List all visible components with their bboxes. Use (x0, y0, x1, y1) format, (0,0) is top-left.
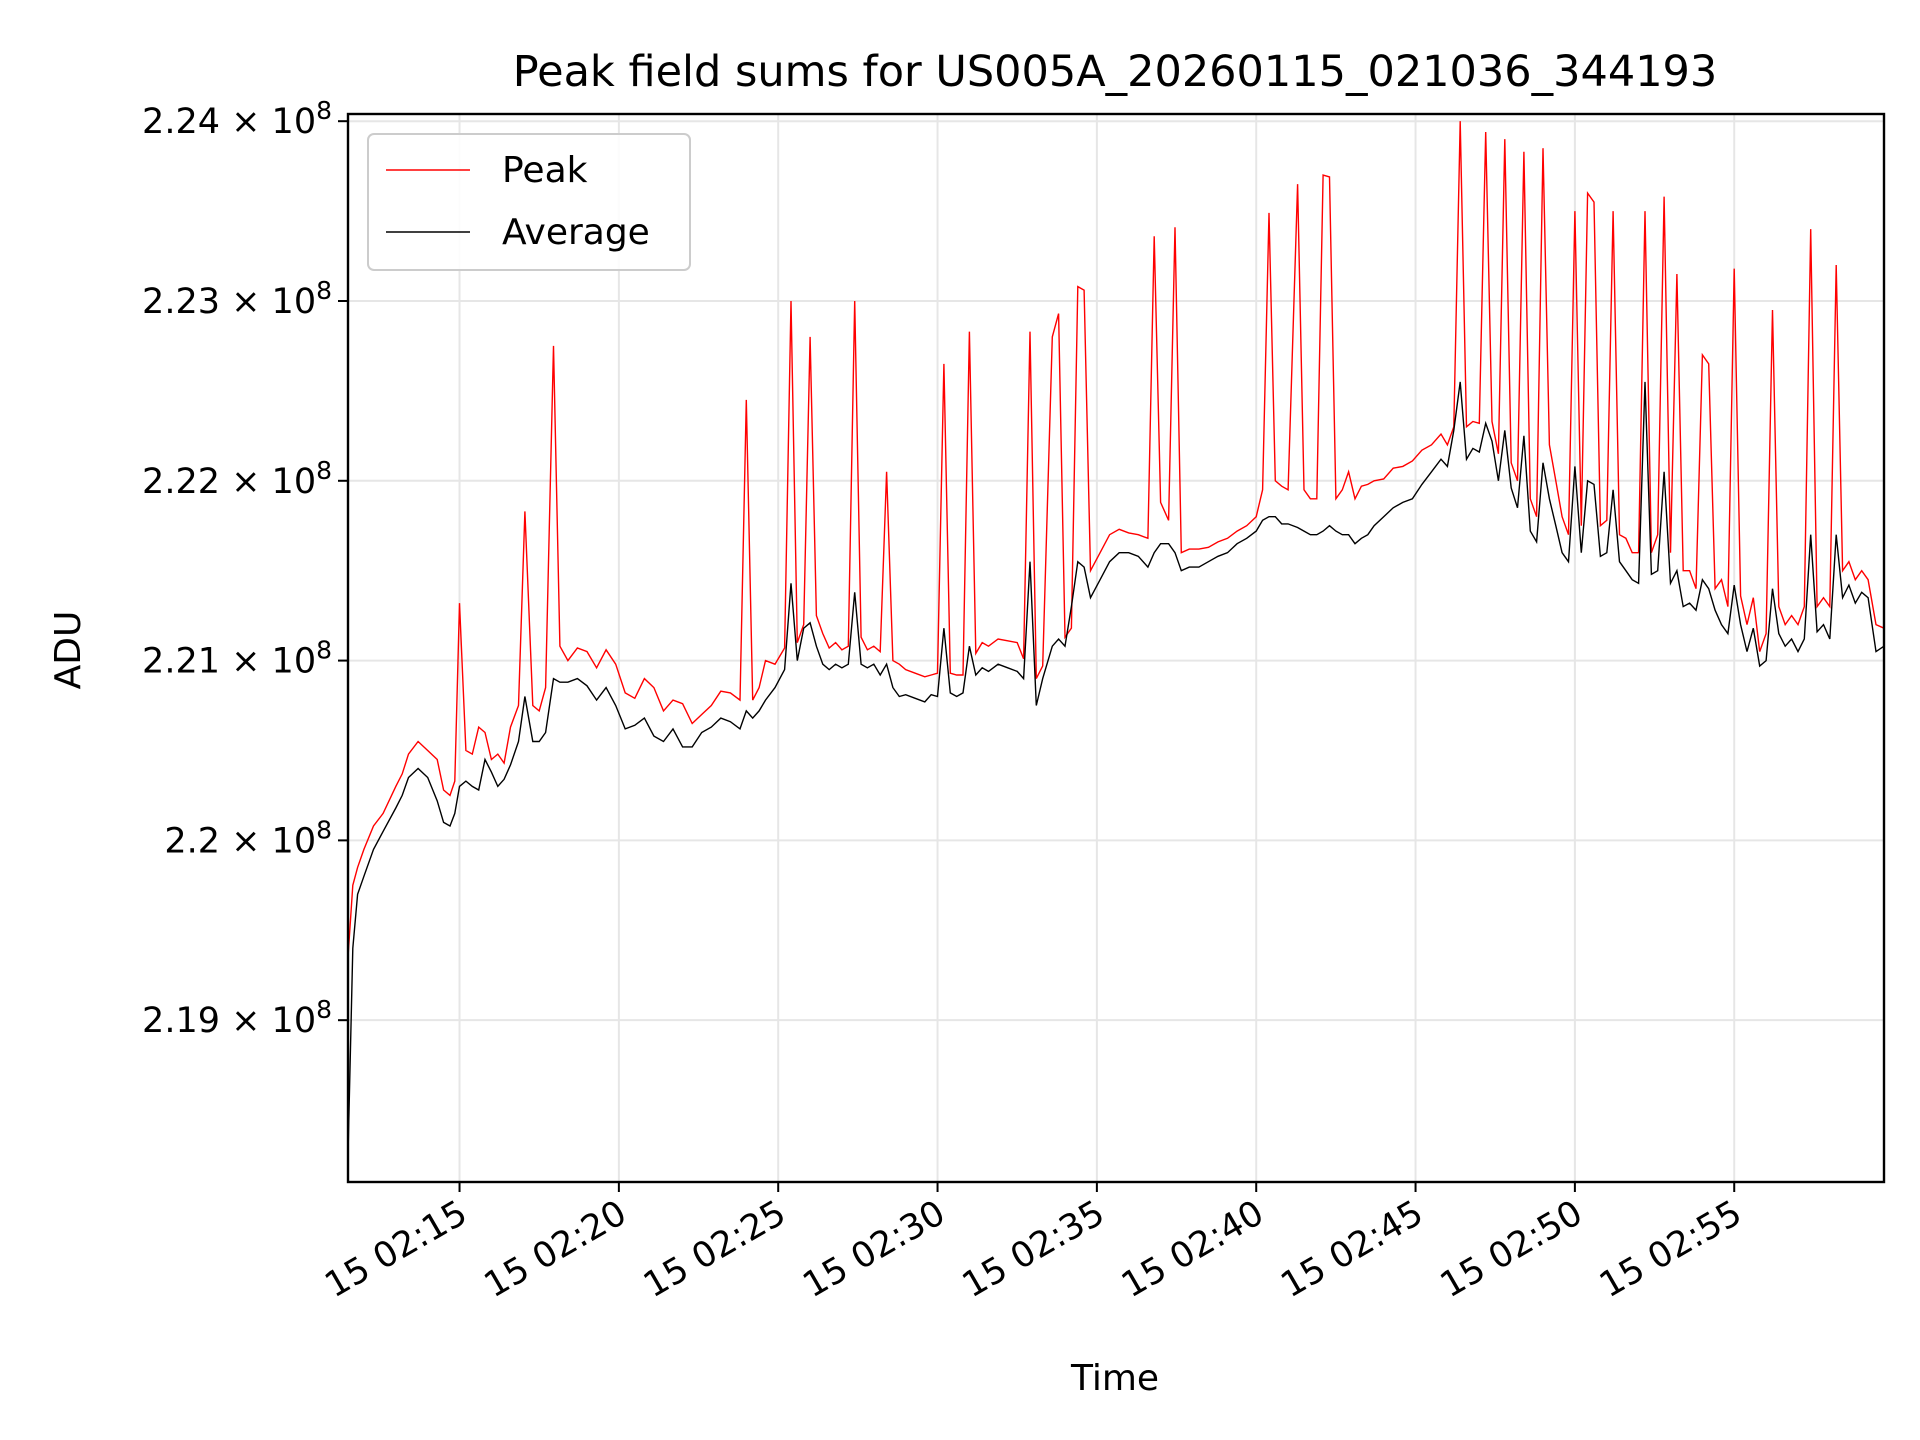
series-line-peak (348, 121, 1884, 958)
series-line-average (348, 381, 1884, 1156)
chart-title: Peak field sums for US005A_20260115_0210… (513, 47, 1718, 97)
legend-box (367, 133, 691, 271)
y-tick-label: 2.2 × 108 (164, 815, 332, 861)
plot-area-frame (346, 112, 1886, 1184)
y-tick-label: 2.22 × 108 (142, 456, 332, 502)
y-tick-label: 2.21 × 108 (142, 636, 332, 682)
y-tick-label: 2.19 × 108 (142, 995, 332, 1041)
y-tick-label: 2.23 × 108 (142, 276, 332, 322)
plot-series (348, 121, 1884, 1156)
legend: Peak Average (367, 133, 691, 271)
legend-peak-label: Peak (502, 150, 588, 191)
x-axis-label: Time (1070, 1358, 1159, 1399)
y-tick-label: 2.24 × 108 (142, 96, 332, 142)
legend-average-label: Average (502, 212, 650, 253)
y-axis-label: ADU (48, 611, 89, 690)
y-axis-ticks: 2.19 × 108 2.2 × 108 2.21 × 108 2.22 × 108 2… (142, 96, 348, 1041)
grid (348, 114, 1884, 1182)
